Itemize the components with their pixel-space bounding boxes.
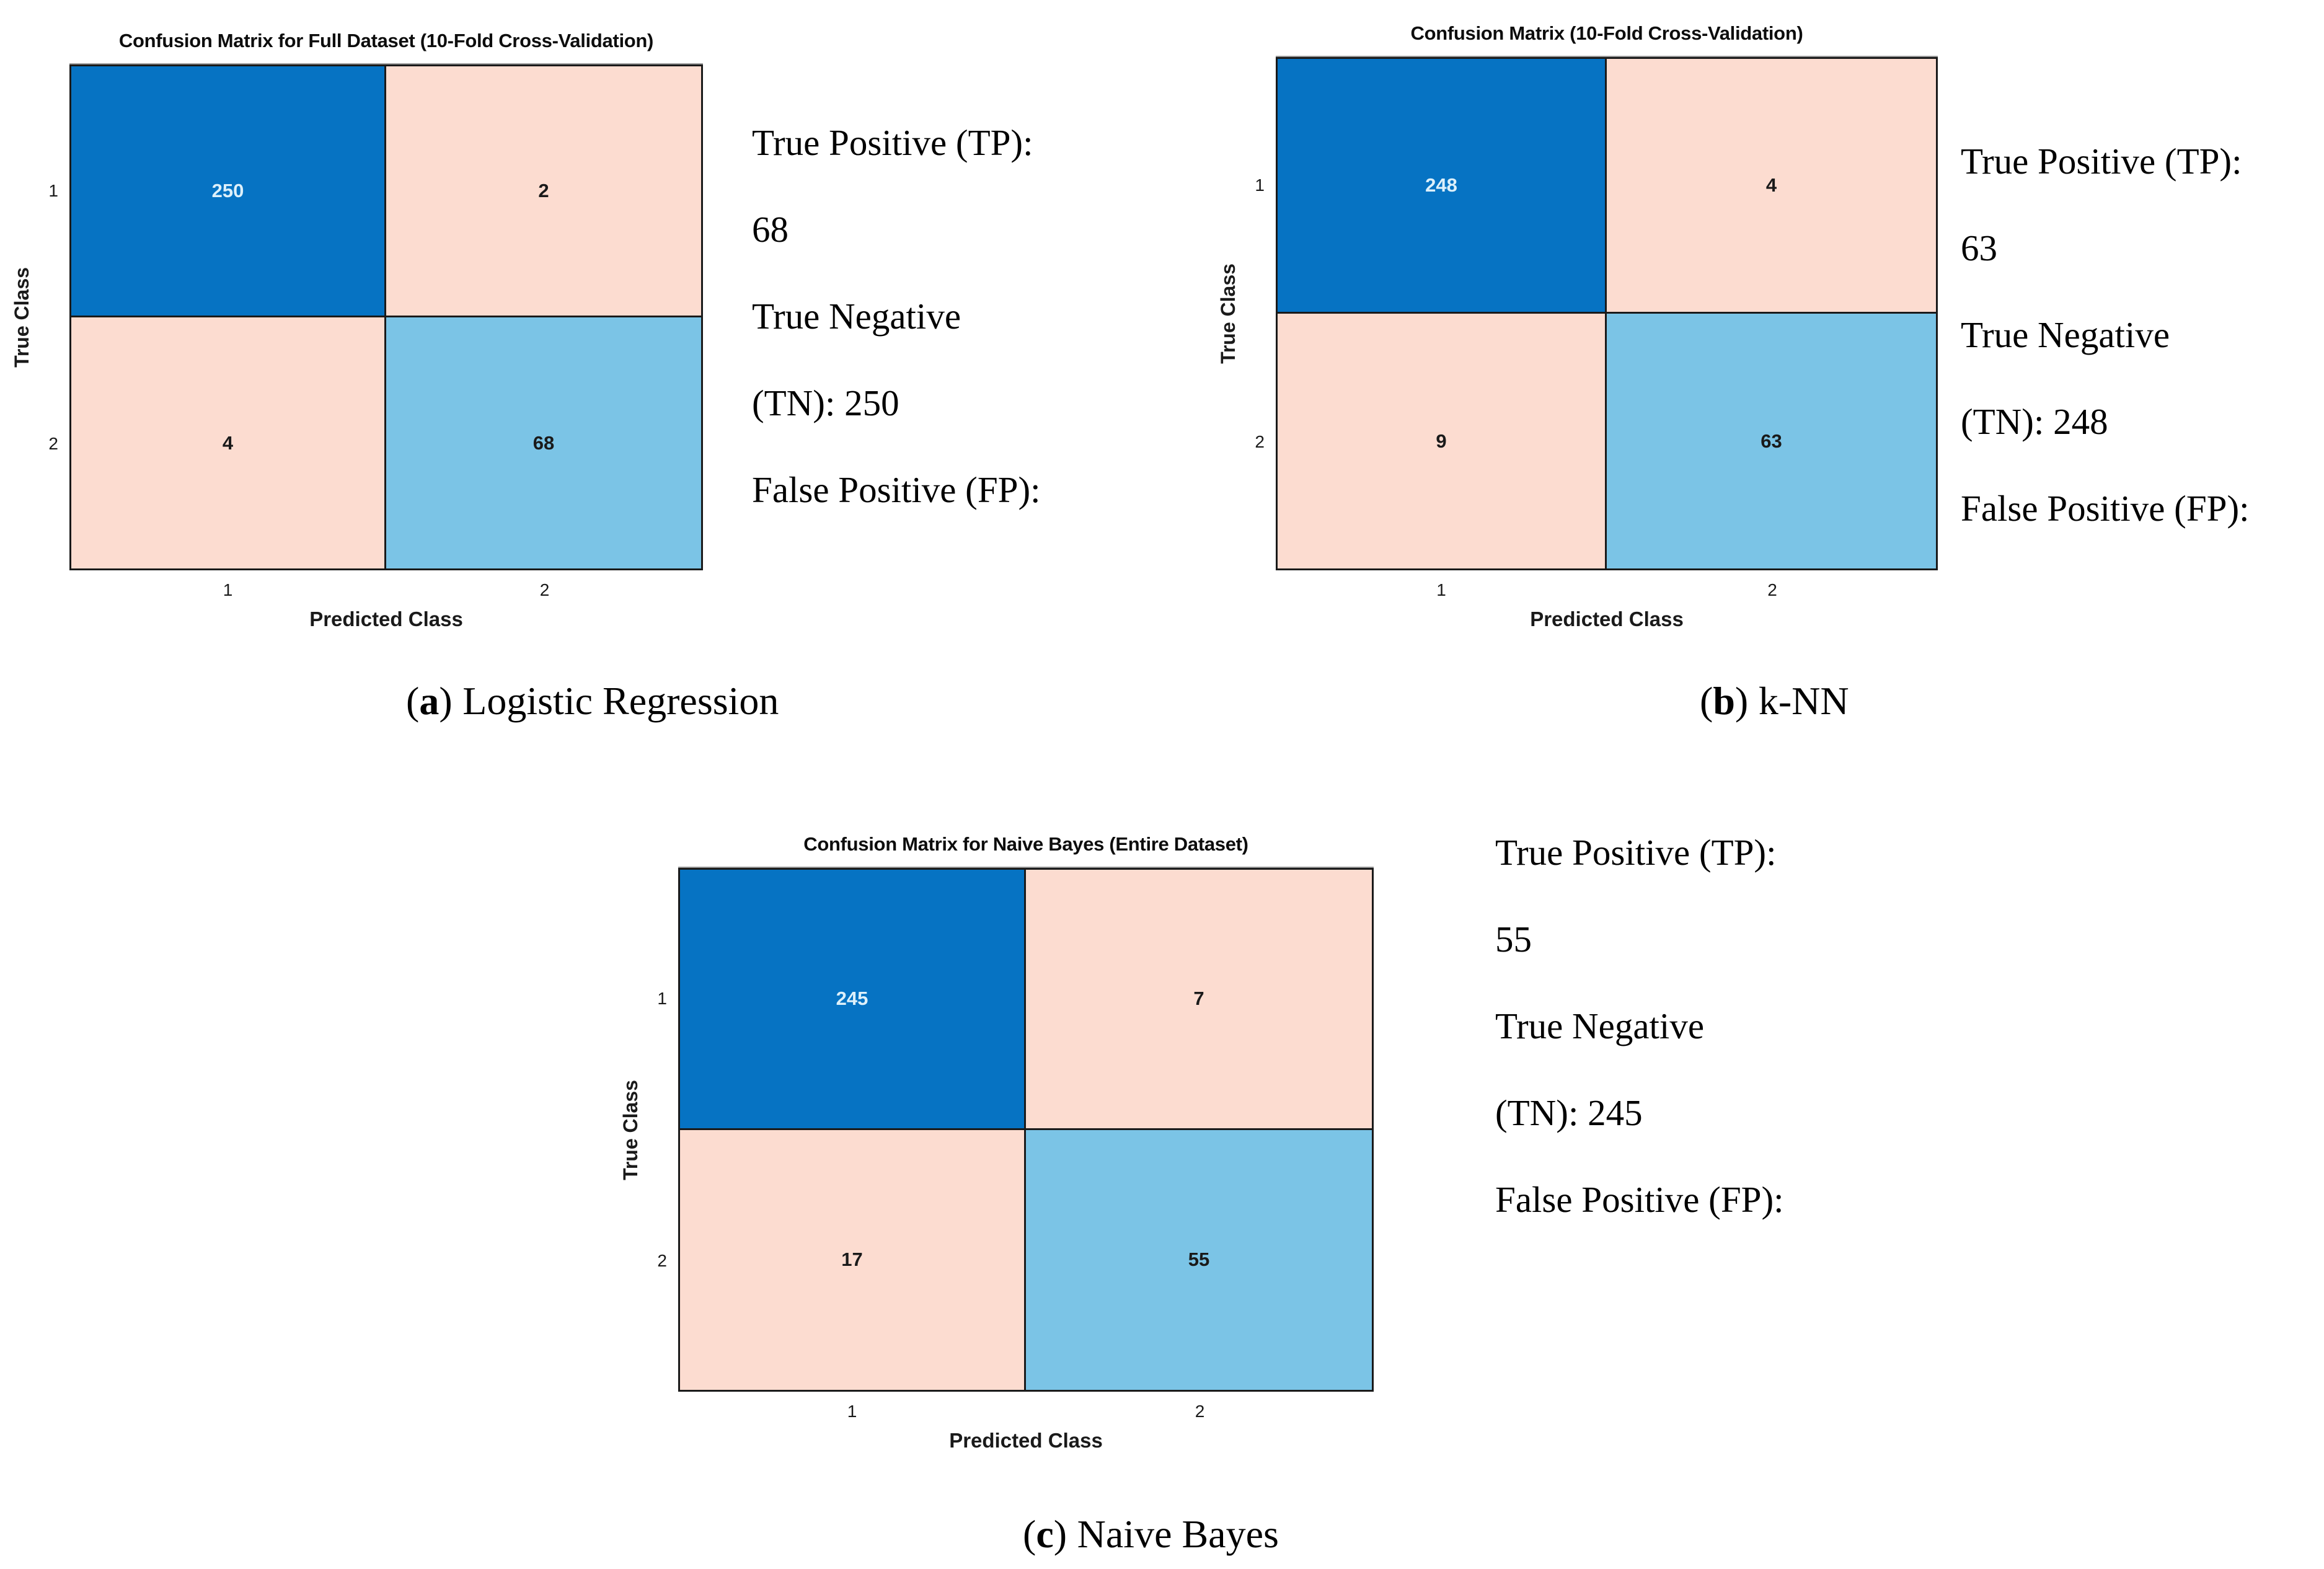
caption-close-paren: ) [1734,679,1749,723]
y-tick-2: 2 [48,434,58,453]
caption-open-paren: ( [1700,679,1713,723]
y-tick-1: 1 [48,181,58,200]
text-line: True Positive (TP): [1495,832,1777,873]
matrix-cell-r2c2: 55 [1026,1129,1372,1390]
matrix-cell-r1c2: 4 [1607,59,1936,314]
text-line: (TN): 248 [1961,401,2108,442]
text-line: True Negative [1961,314,2170,355]
y-tick-1: 1 [657,989,667,1009]
matrix-cell-r1c1: 245 [680,870,1026,1130]
caption-close-paren: ) [1053,1512,1067,1556]
text-line: True Positive (TP): [752,122,1033,163]
side-text-a: True Positive (TP): 68 True Negative (TN… [752,99,1041,533]
cell-value: 68 [532,431,555,454]
y-tick-2: 2 [1255,432,1265,451]
confusion-matrix-figure-c: Confusion Matrix for Naive Bayes (Entire… [619,833,1374,1452]
plot-area-a: 250 2 4 68 [69,64,703,570]
y-tick-2: 2 [657,1250,667,1270]
cell-value: 55 [1188,1249,1210,1271]
text-line: True Negative [752,296,961,337]
matrix-cell-r1c2: 7 [1026,870,1372,1130]
cell-value: 4 [222,431,234,454]
subfigure-caption-a: (a) Logistic Regression [406,678,779,724]
y-axis-label-b: True Class [1217,263,1239,364]
chart-title-a: Confusion Matrix for Full Dataset (10-Fo… [118,30,654,51]
caption-close-paren: ) [439,679,453,723]
matrix-cell-r2c1: 9 [1278,314,1607,568]
x-tick-1: 1 [1436,580,1446,599]
caption-label: Logistic Regression [462,679,779,723]
x-tick-2: 2 [539,580,550,599]
text-line: False Positive (FP): [1495,1179,1784,1220]
cell-value: 2 [538,180,549,201]
caption-letter: a [419,679,440,723]
text-line: 68 [752,209,789,250]
cell-value: 17 [841,1249,863,1271]
matrix-cell-r2c2: 63 [1607,314,1936,568]
y-axis-label-c: True Class [619,1079,642,1180]
caption-open-paren: ( [1023,1512,1036,1556]
caption-open-paren: ( [406,679,420,723]
x-tick-2: 2 [1767,580,1777,599]
cell-value: 250 [211,180,244,201]
x-tick-2: 2 [1195,1402,1205,1421]
y-axis-label-a: True Class [11,267,33,368]
caption-letter: b [1713,679,1735,723]
matrix-cell-r1c1: 248 [1278,59,1607,314]
subfigure-caption-b: (b) k-NN [1700,678,1849,724]
matrix-cell-r2c2: 68 [386,317,701,568]
caption-letter: c [1036,1512,1054,1556]
cell-value: 245 [836,988,868,1010]
confusion-matrix-figure-b: Confusion Matrix (10-Fold Cross-Validati… [1217,22,1938,630]
text-line: True Negative [1495,1005,1705,1046]
matrix-cell-r2c1: 17 [680,1129,1026,1390]
cell-value: 248 [1425,174,1457,196]
subfigure-caption-c: (c) Naive Bayes [1023,1511,1279,1557]
text-line: 63 [1961,228,1997,268]
text-line: (TN): 250 [752,382,899,423]
cell-value: 7 [1193,988,1204,1010]
x-axis-label-a: Predicted Class [309,608,463,630]
text-line: (TN): 245 [1495,1092,1643,1133]
x-axis-label-b: Predicted Class [1530,608,1684,630]
text-line: True Positive (TP): [1961,141,2242,182]
cell-value: 4 [1765,174,1777,196]
matrix-cell-r1c1: 250 [71,66,386,317]
plot-area-c: 245 7 17 55 [678,868,1374,1392]
chart-title-c: Confusion Matrix for Naive Bayes (Entire… [803,833,1248,855]
matrix-cell-r1c2: 2 [386,66,701,317]
matrix-cell-r2c1: 4 [71,317,386,568]
y-tick-1: 1 [1255,175,1265,195]
cell-value: 9 [1436,430,1447,452]
x-tick-1: 1 [223,580,233,599]
caption-label: k-NN [1758,679,1849,723]
text-line: False Positive (FP): [1961,488,2250,529]
caption-label: Naive Bayes [1077,1512,1279,1556]
x-axis-label-c: Predicted Class [949,1429,1103,1452]
confusion-matrix-figure-a: Confusion Matrix for Full Dataset (10-Fo… [11,30,703,630]
text-line: False Positive (FP): [752,469,1041,510]
text-line: 55 [1495,919,1532,960]
x-tick-1: 1 [847,1402,857,1421]
cell-value: 63 [1761,430,1782,452]
chart-title-b: Confusion Matrix (10-Fold Cross-Validati… [1410,22,1803,44]
side-text-c: True Positive (TP): 55 True Negative (TN… [1495,809,1784,1243]
plot-area-b: 248 4 9 63 [1276,57,1938,570]
side-text-b: True Positive (TP): 63 True Negative (TN… [1961,118,2250,552]
